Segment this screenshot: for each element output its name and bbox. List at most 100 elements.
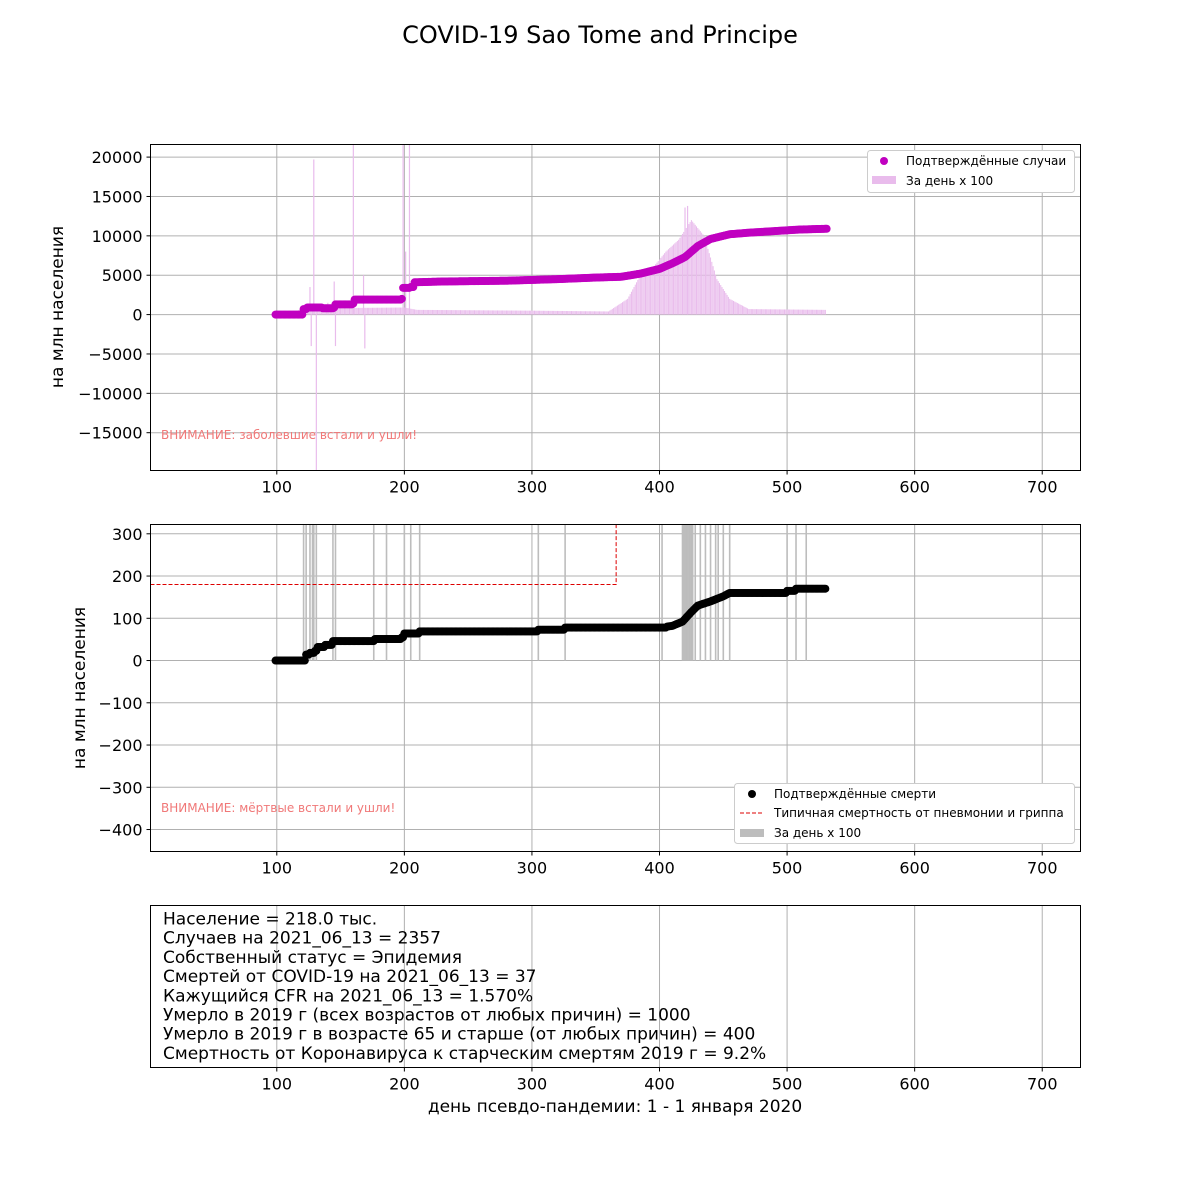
cases-daily-bar	[805, 309, 807, 315]
cases-daily-bar	[787, 309, 789, 315]
cases-daily-bar	[351, 307, 353, 315]
cases-daily-bar	[637, 279, 639, 315]
cases-daily-bar	[670, 246, 672, 315]
cases-daily-bar	[496, 310, 499, 315]
cases-daily-bar	[729, 298, 731, 315]
cases-daily-bar	[467, 310, 469, 315]
cases-panel: −15000 −10000 −5000 0 5000 10000 15000 20000 10…	[48, 144, 1081, 497]
cases-daily-bar	[784, 309, 786, 315]
cases-daily-bar	[824, 309, 826, 315]
cases-daily-bar	[624, 300, 626, 315]
cases-daily-bar	[796, 309, 798, 315]
cases-daily-bar	[502, 310, 504, 315]
cases-daily-bar	[661, 256, 663, 315]
deaths-legend-label-cumulative: Подтверждённые смерти	[774, 787, 936, 801]
cases-daily-spike	[334, 314, 337, 347]
cases-daily-bar	[730, 299, 732, 315]
cases-daily-bar	[680, 235, 682, 315]
cases-daily-bar	[396, 307, 398, 315]
cases-daily-bar	[457, 310, 459, 315]
cases-daily-bar	[650, 268, 652, 315]
cases-daily-bar	[463, 310, 465, 315]
cases-daily-bar	[581, 311, 583, 315]
cases-y-axis-label: на млн населения	[48, 226, 68, 388]
chart-title: COVID-19 Sao Tome and Principe	[402, 21, 798, 49]
cases-x-tick-label: 500	[772, 478, 803, 497]
deaths-x-tick-label: 400	[644, 859, 675, 878]
deaths-daily-spike	[704, 524, 707, 661]
cases-points	[271, 224, 831, 319]
deaths-y-tick-label: −300	[99, 778, 143, 797]
cases-daily-bar	[370, 307, 372, 315]
cases-daily-bars	[277, 144, 826, 471]
cases-daily-bar	[596, 311, 598, 315]
deaths-x-tick-label: 700	[1027, 859, 1058, 878]
cases-daily-bar	[622, 302, 624, 315]
cases-daily-bar	[821, 309, 823, 315]
cases-daily-bar	[629, 294, 631, 315]
cases-daily-bar	[679, 237, 681, 315]
cases-daily-bar	[454, 310, 456, 315]
cases-daily-bar	[347, 307, 349, 315]
cases-daily-bar	[383, 307, 385, 315]
cases-daily-bar	[346, 307, 348, 315]
cases-daily-bar	[470, 310, 472, 315]
cases-daily-bar	[778, 309, 780, 315]
cases-daily-bar	[789, 309, 791, 315]
cases-daily-bar	[657, 261, 659, 315]
deaths-daily-spike	[684, 524, 686, 661]
cases-daily-bar	[583, 311, 585, 315]
cases-daily-bar	[648, 269, 650, 315]
cases-daily-bar	[734, 301, 736, 315]
cases-daily-bar	[736, 302, 738, 315]
cases-daily-bar	[517, 310, 519, 315]
cases-daily-bar	[387, 307, 389, 315]
cases-daily-bar	[558, 310, 560, 315]
cases-daily-bar	[567, 311, 569, 315]
cases-daily-bar	[704, 240, 706, 315]
info-panel: Население = 218.0 тыс.Случаев на 2021_06…	[150, 905, 1081, 1117]
cases-daily-bar	[397, 307, 399, 315]
cases-daily-bar	[822, 309, 824, 315]
deaths-daily-spike	[688, 524, 690, 661]
cases-daily-bar	[512, 310, 514, 315]
cases-y-tick-label: 10000	[92, 227, 143, 246]
cases-daily-bar	[480, 310, 482, 315]
cases-daily-bar	[342, 308, 344, 315]
cases-daily-bar	[435, 309, 437, 315]
cases-daily-bar	[411, 308, 413, 315]
cases-daily-bar	[340, 308, 342, 315]
cases-daily-bar	[485, 310, 487, 315]
cases-daily-bar	[703, 235, 705, 315]
cases-daily-bar	[481, 310, 483, 315]
cases-daily-bar	[749, 309, 751, 315]
cases-daily-bar	[537, 310, 539, 315]
cases-daily-bar	[747, 308, 749, 315]
cases-daily-bar	[814, 309, 816, 315]
cases-daily-bar	[442, 310, 444, 315]
deaths-daily-spike	[661, 524, 663, 661]
cases-daily-bar	[754, 309, 756, 315]
cases-daily-bar	[443, 310, 445, 315]
cases-daily-bar	[643, 272, 645, 315]
deaths-daily-spike	[403, 524, 406, 661]
cases-y-tick-label: 0	[132, 306, 142, 325]
cases-legend-marker	[880, 157, 888, 165]
deaths-x-ticks: 100 200 300 400 500 600 700	[262, 851, 1058, 878]
cases-daily-bar	[500, 310, 502, 315]
cases-daily-bar	[366, 307, 368, 315]
deaths-daily-spike	[681, 524, 684, 661]
cases-daily-bar	[792, 309, 794, 315]
cases-daily-bar	[551, 310, 553, 315]
cases-daily-bar	[588, 311, 590, 315]
cases-daily-bar	[806, 309, 809, 315]
deaths-daily-spike	[315, 524, 318, 661]
cases-daily-bar	[563, 310, 565, 315]
cases-daily-bar	[532, 310, 534, 315]
cases-daily-bar	[610, 309, 612, 315]
cases-y-ticks: −15000 −10000 −5000 0 5000 10000 15000 20000	[78, 148, 151, 443]
cases-daily-bar	[495, 310, 497, 315]
cases-daily-bar	[518, 310, 520, 315]
cases-daily-bar	[817, 309, 819, 315]
